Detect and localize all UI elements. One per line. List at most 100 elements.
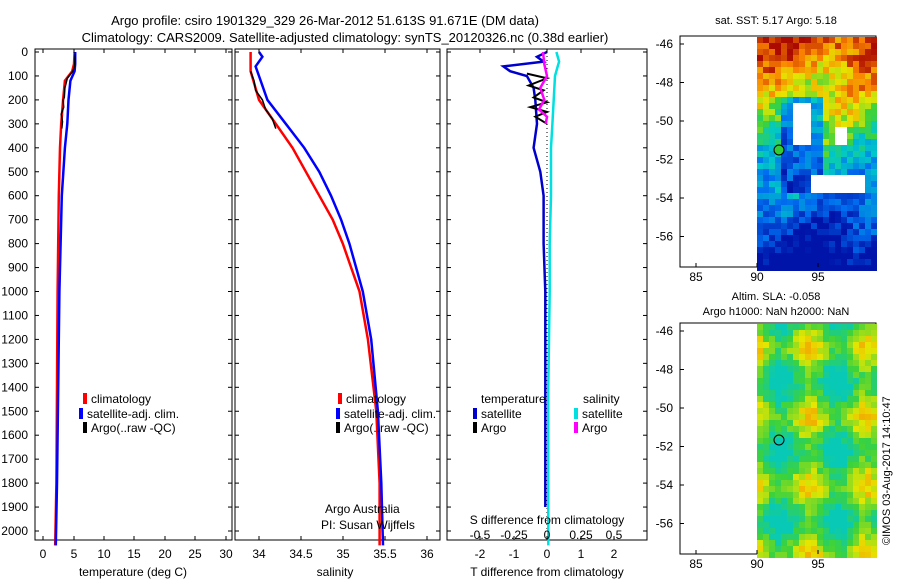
sla-cell [829, 486, 835, 492]
sla-cell [793, 408, 799, 414]
sla-cell [775, 498, 781, 504]
sst-cell [841, 205, 847, 211]
sla-cell [811, 324, 817, 330]
sla-cell [841, 486, 847, 492]
sla-cell [871, 444, 877, 450]
sla-cell [769, 474, 775, 480]
sla-cell [841, 372, 847, 378]
sst-cell [823, 85, 829, 91]
sst-cell [829, 265, 835, 271]
sla-cell [859, 492, 865, 498]
sla-cell [817, 456, 823, 462]
sst-cell [805, 223, 811, 229]
sla-cell [823, 426, 829, 432]
sst-cell [781, 157, 787, 163]
sla-cell [763, 474, 769, 480]
sla-cell [871, 348, 877, 354]
sst-cell [817, 109, 823, 115]
sla-cell [859, 540, 865, 546]
sla-cell [835, 396, 841, 402]
sst-cell [769, 139, 775, 145]
sla-cell [805, 504, 811, 510]
x-tick-label: 34 [252, 547, 266, 561]
sla-cell [829, 522, 835, 528]
sla-cell [775, 480, 781, 486]
sst-cell [805, 157, 811, 163]
sla-cell [787, 528, 793, 534]
sst-cell [817, 235, 823, 241]
sla-cell [859, 408, 865, 414]
sst-cell [859, 145, 865, 151]
sst-cell [763, 187, 769, 193]
sla-cell [775, 426, 781, 432]
sst-cell [757, 133, 763, 139]
sla-cell [763, 336, 769, 342]
sst-cell [793, 157, 799, 163]
sst-cell [787, 127, 793, 133]
sla-cell [787, 414, 793, 420]
sst-cell [775, 217, 781, 223]
sst-cell [829, 235, 835, 241]
sla-cell [769, 510, 775, 516]
sst-cell [805, 97, 811, 103]
map-y-tick-label: -50 [656, 401, 674, 415]
sst-cell [781, 151, 787, 157]
sst-cell [823, 61, 829, 67]
sst-cell [835, 127, 841, 133]
sst-cell [817, 253, 823, 259]
sla-cell [805, 540, 811, 546]
sst-cell [859, 199, 865, 205]
sla-cell [835, 516, 841, 522]
sst-cell [829, 217, 835, 223]
sst-cell [757, 127, 763, 133]
sst-cell [841, 229, 847, 235]
sst-cell [847, 91, 853, 97]
sst-cell [805, 151, 811, 157]
sla-cell [847, 366, 853, 372]
sla-cell [763, 414, 769, 420]
sst-cell [775, 127, 781, 133]
sla-cell [763, 408, 769, 414]
sla-cell [823, 420, 829, 426]
sla-cell [853, 462, 859, 468]
legend-label: satellite-adj. clim. [87, 407, 179, 421]
sst-cell [787, 217, 793, 223]
temperature-x-label: temperature (deg C) [79, 565, 187, 579]
sst-cell [775, 73, 781, 79]
sst-cell [775, 247, 781, 253]
sla-cell [781, 432, 787, 438]
sla-cell [787, 330, 793, 336]
sla-cell [817, 450, 823, 456]
sst-cell [865, 139, 871, 145]
sst-cell [823, 73, 829, 79]
sla-cell [835, 546, 841, 552]
legend-swatch-climatology [83, 393, 87, 404]
sst-cell [793, 103, 799, 109]
sst-cell [769, 109, 775, 115]
sla-cell [787, 420, 793, 426]
sla-cell [811, 432, 817, 438]
sla-cell [805, 492, 811, 498]
sla-cell [859, 468, 865, 474]
sla-cell [871, 408, 877, 414]
sla-cell [829, 330, 835, 336]
sla-cell [847, 342, 853, 348]
sst-cell [835, 109, 841, 115]
sla-cell [781, 534, 787, 540]
sst-cell [811, 247, 817, 253]
s-diff-x-label: S difference from climatology [470, 513, 625, 527]
sla-cell [829, 546, 835, 552]
sla-cell [829, 516, 835, 522]
sst-cell [763, 115, 769, 121]
sst-cell [817, 85, 823, 91]
sla-cell [799, 438, 805, 444]
sla-cell [865, 528, 871, 534]
sla-cell [823, 360, 829, 366]
sst-cell [829, 49, 835, 55]
sla-cell [763, 486, 769, 492]
sla-cell [817, 366, 823, 372]
sla-cell [805, 510, 811, 516]
sst-cell [853, 115, 859, 121]
sst-cell [823, 253, 829, 259]
sla-cell [823, 474, 829, 480]
